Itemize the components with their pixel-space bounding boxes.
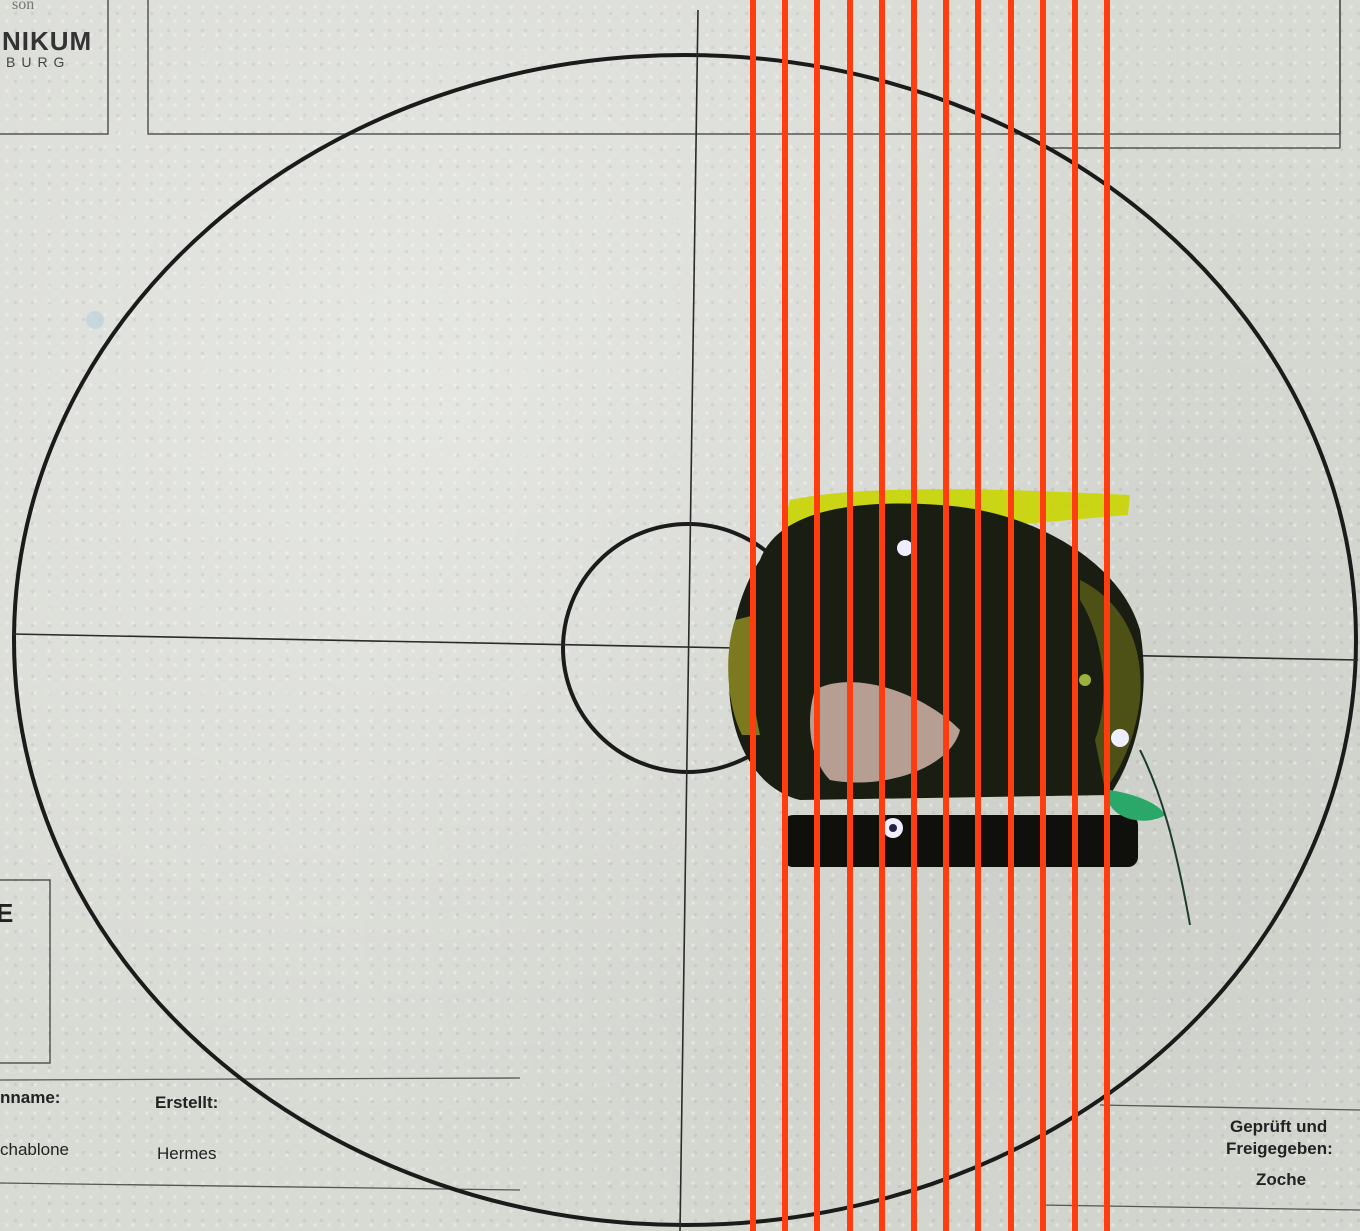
approved-label-2: Freigegeben: <box>1226 1139 1333 1158</box>
crosshair-horizontal <box>11 633 1359 661</box>
form-line <box>0 1077 521 1081</box>
specimen <box>728 489 1191 926</box>
red-stripe <box>814 0 821 1231</box>
red-stripe <box>911 0 917 1231</box>
red-stripe <box>1104 0 1111 1231</box>
red-stripe <box>1007 0 1014 1231</box>
name-value: chablone <box>0 1140 70 1159</box>
side-mark: E <box>0 898 14 928</box>
outer-circle <box>12 53 1358 1227</box>
approved-value: Zoche <box>1256 1170 1307 1189</box>
red-stripe <box>975 0 982 1231</box>
side-box <box>0 879 51 1064</box>
red-stripe <box>1072 0 1078 1231</box>
header-box <box>147 0 1341 135</box>
red-stripe <box>943 0 950 1231</box>
red-stripe <box>1039 0 1046 1231</box>
created-label: Erstellt: <box>155 1093 219 1112</box>
red-stripe <box>846 0 853 1231</box>
red-stripe <box>782 0 789 1231</box>
name-label: nname: <box>0 1088 61 1107</box>
red-stripe <box>750 0 756 1231</box>
logo-main-text: NIKUM <box>2 26 93 56</box>
form-line <box>0 1182 521 1191</box>
crosshair-vertical <box>679 9 699 1231</box>
form-line <box>1099 1104 1360 1111</box>
form-line <box>1039 1204 1360 1211</box>
approved-label-1: Geprüft und <box>1230 1117 1328 1136</box>
logo-top-text: son <box>12 0 35 13</box>
logo-sub-text: BURG <box>6 54 71 70</box>
created-value: Hermes <box>157 1144 217 1163</box>
logo-box <box>0 0 109 135</box>
red-stripe <box>878 0 885 1231</box>
